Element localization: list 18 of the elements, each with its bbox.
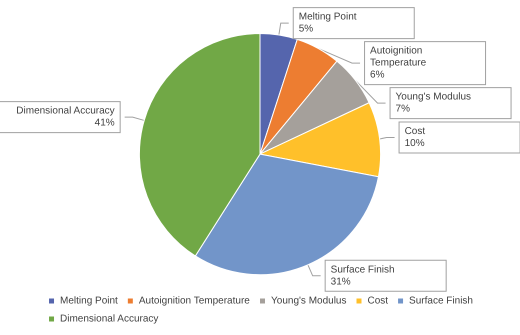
legend-label: Surface Finish — [409, 296, 473, 306]
legend-label: Dimensional Accuracy — [60, 314, 158, 324]
legend-label: Autoignition Temperature — [138, 296, 250, 306]
data-label: 10% — [404, 138, 425, 149]
data-label: 6% — [370, 70, 385, 81]
slice-label: Dimensional Accuracy — [16, 106, 115, 117]
data-label: 41% — [94, 118, 115, 129]
data-label: 31% — [330, 276, 351, 288]
slice-label: Cost — [404, 126, 426, 137]
slice-label: Autoignition Temperature — [370, 46, 427, 69]
data-label: 7% — [396, 104, 410, 115]
legend-label: Young's Modulus — [271, 296, 346, 306]
slice-label: Surface Finish — [330, 264, 395, 276]
slice-label: Young's Modulus — [396, 92, 472, 103]
legend-label: Melting Point — [60, 296, 118, 306]
slice-label: Melting Point — [298, 12, 357, 23]
data-label: 5% — [298, 24, 314, 35]
legend-label: Cost — [367, 296, 388, 306]
